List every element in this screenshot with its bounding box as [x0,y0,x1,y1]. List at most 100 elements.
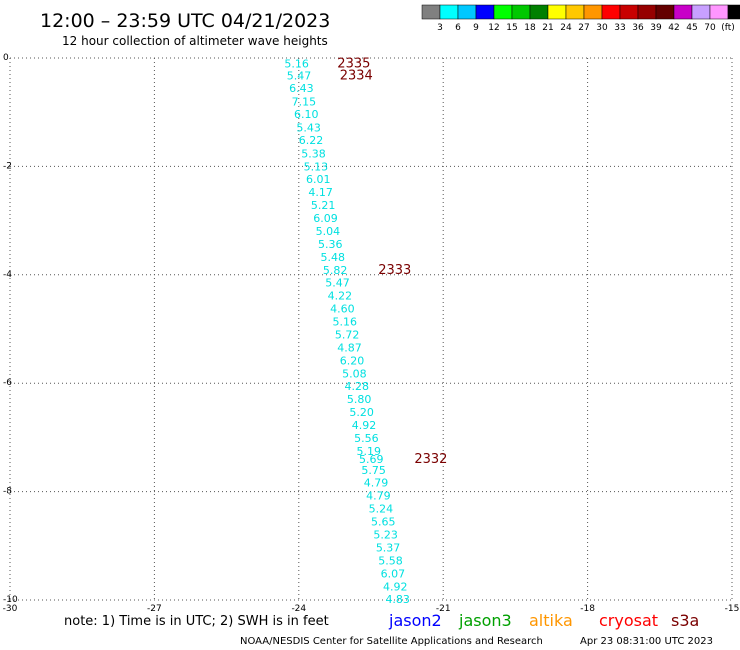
footer-timestamp: Apr 23 08:31:00 UTC 2023 [580,636,713,647]
swh-value-label: 5.43 [296,121,321,134]
colorbar-swatch [619,4,639,20]
pass-time-label: 2334 [340,68,373,83]
colorbar-swatch [547,4,567,20]
swh-value-label: 5.36 [318,238,343,251]
colorbar-label: 3 [437,23,443,33]
colorbar-swatch [529,4,549,20]
satellite-legend-s3a: s3a [671,611,699,630]
swh-value-label: 4.22 [328,289,353,302]
swh-value-label: 5.16 [284,57,309,70]
colorbar-label: 21 [542,23,553,33]
y-tick-label: -4 [3,270,12,280]
colorbar-label: 15 [506,23,517,33]
colorbar-swatch [565,4,585,20]
colorbar-swatch [511,4,531,20]
colorbar-label: 39 [650,23,662,33]
colorbar-swatch [457,4,477,20]
x-tick-label: -15 [725,604,740,614]
swh-value-label: 5.21 [311,199,336,212]
colorbar-swatch [493,4,513,20]
colorbar-label: 9 [473,23,479,33]
swh-value-label: 5.48 [320,251,345,264]
plot-grid [9,57,733,601]
colorbar-swatch [421,4,441,20]
swh-value-label: 6.10 [294,108,319,121]
swh-value-label: 5.13 [304,160,329,173]
swh-value-label: 5.69 [359,453,384,466]
swh-value-label: 5.23 [373,528,398,541]
satellite-legend-altika: altika [529,611,573,630]
swh-value-label: 6.09 [313,212,338,225]
pass-time-label: 2332 [414,452,447,467]
swh-value-label: 5.24 [369,502,394,515]
y-tick-label: -10 [3,595,18,605]
swh-value-label: 4.87 [337,341,362,354]
colorbar-label: 70 [704,23,716,33]
note-text: note: 1) Time is in UTC; 2) SWH is in fe… [64,614,329,629]
colorbar-swatch [601,4,621,20]
swh-value-label: 4.79 [366,489,391,502]
colorbar-label: (ft) [721,23,735,33]
swh-value-label: 6.07 [381,567,406,580]
colorbar-label: 33 [614,23,625,33]
swh-value-label: 5.04 [316,225,341,238]
colorbar-swatch [673,4,693,20]
colorbar-label: 36 [632,23,644,33]
swh-value-label: 5.38 [301,147,326,160]
colorbar-label: 18 [524,23,536,33]
swh-value-label: 4.83 [385,593,410,606]
colorbar-label: 27 [578,23,589,33]
pass-time-label: 2333 [378,263,411,278]
swh-value-label: 6.20 [340,354,365,367]
axis-ticks: 0 -2 -4 -6 -8 -10-30 -27 -24 -21 -18 -15 [3,53,740,614]
colorbar-label: 30 [596,23,608,33]
pass-time-label: 2335 [337,56,370,71]
colorbar-label: 45 [686,23,697,33]
swh-value-label: 5.72 [335,328,360,341]
colorbar-label: 6 [455,23,461,33]
x-tick-label: -27 [147,604,162,614]
swh-value-label: 4.92 [383,580,408,593]
swh-value-label: 4.17 [308,186,333,199]
colorbar-label: 12 [488,23,499,33]
swh-value-label: 4.92 [352,419,377,432]
swh-value-label: 5.16 [332,315,357,328]
satellite-legend: jason2 jason3 altika cryosat s3a [388,611,699,630]
swh-value-label: 6.43 [289,82,314,95]
swh-value-label: 7.15 [292,95,317,108]
x-tick-label: -21 [436,604,451,614]
swh-value-label: 5.20 [349,406,374,419]
swh-value-label: 5.65 [371,515,396,528]
swh-value-label: 4.28 [345,380,370,393]
swh-value-label: 5.75 [361,464,386,477]
colorbar-swatch [439,4,459,20]
satellite-legend-jason2: jason2 [388,611,442,630]
swh-value-label: 5.82 [323,264,348,277]
swh-value-label: 6.01 [306,173,331,186]
x-tick-label: -24 [291,604,306,614]
colorbar-swatch [727,4,740,20]
swh-value-label: 5.19 [357,445,382,458]
y-tick-label: -8 [3,487,12,497]
colorbar-swatch [691,4,711,20]
satellite-legend-cryosat: cryosat [599,611,658,630]
colorbar-label: 24 [560,23,572,33]
chart-subtitle: 12 hour collection of altimeter wave hei… [62,34,328,48]
footer-credit: NOAA/NESDIS Center for Satellite Applica… [240,636,543,647]
swh-value-label: 4.79 [364,476,389,489]
swh-value-label: 5.08 [342,367,367,380]
swh-value-label: 5.56 [354,432,379,445]
x-tick-label: -18 [580,604,595,614]
x-tick-label: -30 [3,604,18,614]
swh-value-label: 5.58 [378,554,403,567]
swh-value-label: 5.47 [287,69,312,82]
colorbar-swatch [637,4,657,20]
colorbar-swatch [709,4,729,20]
swh-value-label: 4.60 [330,302,355,315]
colorbar-label: 42 [668,23,679,33]
colorbar-swatch [475,4,495,20]
y-tick-label: -2 [3,161,12,171]
chart-title: 12:00 – 23:59 UTC 04/21/2023 [40,10,330,32]
